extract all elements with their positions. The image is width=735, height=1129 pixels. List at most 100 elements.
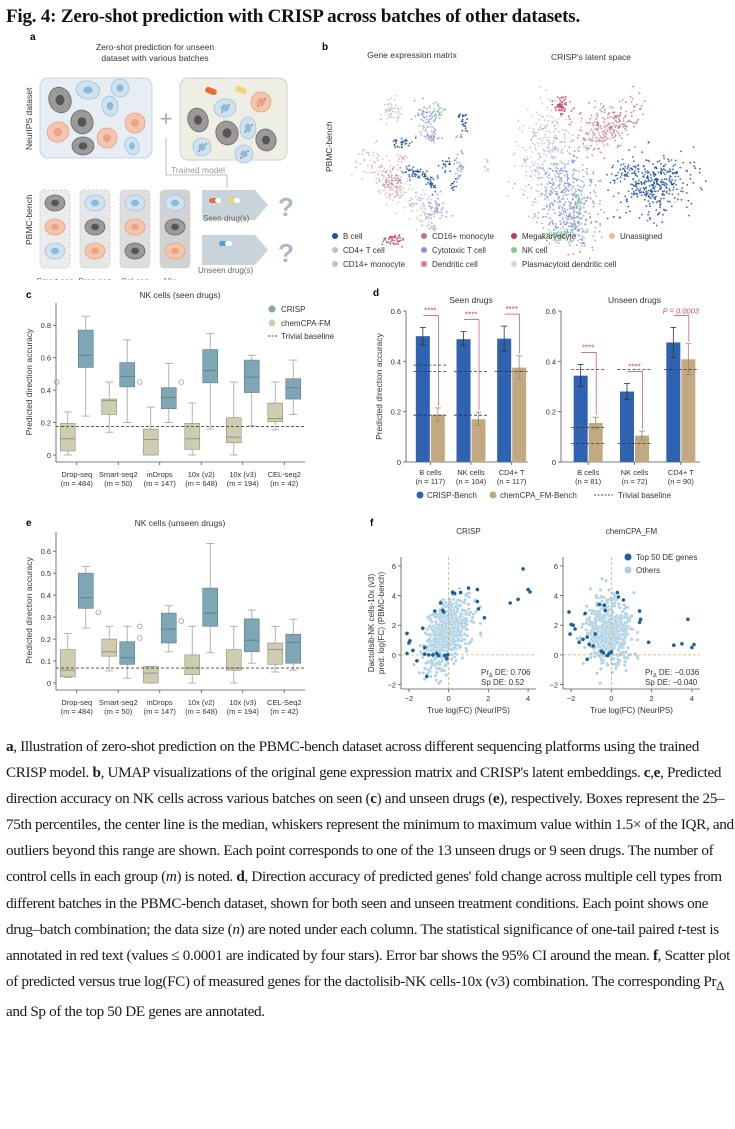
umap-point — [545, 245, 548, 248]
umap-point — [538, 195, 541, 197]
umap-point — [576, 212, 579, 214]
point-other — [421, 671, 426, 675]
umap-point — [600, 236, 603, 239]
umap-point — [406, 156, 408, 159]
umap-point — [636, 195, 639, 198]
umap-point — [574, 227, 576, 230]
umap-point — [433, 114, 436, 117]
umap-point — [529, 175, 532, 178]
umap-point — [629, 120, 632, 123]
umap-point — [542, 236, 544, 239]
umap-point — [385, 178, 388, 181]
umap-point — [568, 183, 571, 186]
point-top50 — [583, 611, 587, 616]
umap-point — [390, 107, 393, 110]
point-other — [478, 621, 483, 626]
umap-point — [572, 161, 575, 164]
box-CRISP — [160, 387, 177, 410]
umap-point — [365, 152, 368, 154]
point-other — [624, 650, 628, 654]
point-other — [606, 618, 611, 622]
umap-point — [649, 174, 652, 176]
legend-label: Cytotoxic T cell — [432, 246, 486, 255]
x-tick-count: (m = 42) — [270, 707, 299, 716]
umap-point — [405, 171, 407, 173]
umap-point — [536, 166, 539, 168]
box-chemCPA-FM — [225, 649, 242, 671]
umap-point — [551, 103, 554, 106]
point-top50 — [405, 631, 409, 636]
umap-point — [444, 108, 447, 111]
box-CRISP — [119, 641, 136, 665]
umap-point — [456, 161, 458, 164]
umap-point — [451, 186, 454, 189]
umap-point — [438, 107, 441, 110]
umap-point — [558, 103, 560, 106]
umap-point — [596, 121, 599, 123]
umap-point — [597, 122, 600, 125]
point-other — [430, 643, 435, 648]
point-other — [593, 612, 598, 617]
umap-point — [558, 105, 560, 108]
point-other — [472, 599, 477, 603]
umap-point — [640, 182, 643, 185]
umap-point — [659, 204, 662, 207]
umap-point — [380, 118, 382, 121]
umap-point — [578, 197, 580, 200]
umap-point — [598, 140, 601, 142]
umap-point — [430, 217, 432, 220]
point-top50 — [616, 595, 621, 599]
umap-point — [552, 169, 554, 172]
umap-point — [413, 203, 415, 205]
x-tick-count: (n = 117) — [415, 477, 445, 486]
umap-point — [420, 134, 423, 136]
umap-point — [607, 189, 609, 192]
umap-point — [537, 211, 540, 214]
umap-point — [623, 123, 626, 126]
umap-point — [381, 166, 384, 168]
umap-point — [408, 142, 411, 145]
umap-point — [562, 113, 565, 116]
umap-point — [566, 218, 569, 221]
umap-point — [389, 110, 391, 112]
umap-point — [596, 115, 599, 117]
umap-point — [422, 128, 424, 130]
umap-point — [449, 163, 452, 166]
point-other — [434, 615, 439, 620]
umap-point — [526, 196, 529, 199]
umap-point — [671, 178, 674, 181]
umap-point — [450, 182, 453, 185]
umap-point — [666, 171, 668, 174]
umap-point — [420, 118, 423, 121]
umap-point — [584, 231, 587, 234]
umap-point — [575, 190, 577, 193]
y-tick-label: 2 — [554, 621, 558, 630]
umap-point — [548, 143, 550, 146]
umap-point — [563, 232, 565, 234]
umap-point — [622, 125, 625, 128]
umap-point — [421, 172, 424, 175]
umap-point — [591, 138, 594, 141]
umap-point — [388, 187, 391, 190]
umap-point — [449, 170, 452, 173]
umap-point — [554, 106, 557, 109]
umap-point — [419, 205, 422, 208]
umap-point — [558, 177, 560, 179]
umap-point — [589, 184, 592, 187]
umap-point — [385, 196, 388, 198]
panel-a-heading-2: dataset with various batches — [101, 53, 208, 63]
umap-point — [558, 130, 560, 133]
legend-swatch-crisp — [268, 305, 276, 313]
seen-arrow — [202, 190, 268, 220]
point-other — [440, 643, 444, 647]
umap-point — [428, 107, 431, 109]
umap-point — [634, 166, 637, 169]
umap-point — [428, 118, 431, 120]
significance-bracket — [464, 319, 480, 411]
umap-point — [390, 170, 392, 173]
umap-point — [552, 188, 555, 191]
umap-point — [542, 148, 544, 151]
umap-point — [570, 216, 572, 219]
umap-point — [553, 233, 556, 235]
umap-point — [561, 128, 564, 131]
